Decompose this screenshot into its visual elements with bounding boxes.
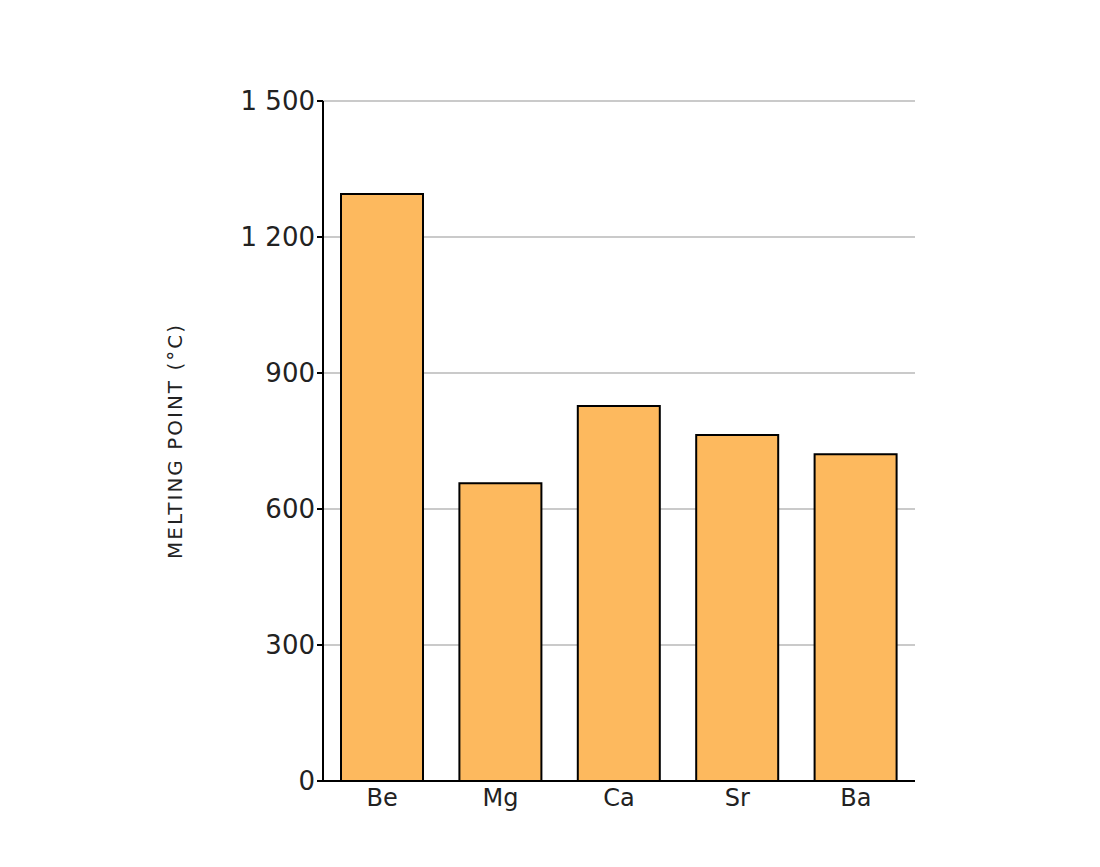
svg-text:Ba: Ba xyxy=(840,784,871,812)
svg-text:MELTING POINT (°C): MELTING POINT (°C) xyxy=(163,323,187,559)
svg-text:Mg: Mg xyxy=(483,784,519,812)
svg-text:Sr: Sr xyxy=(725,784,750,812)
svg-text:0: 0 xyxy=(298,766,315,796)
svg-text:900: 900 xyxy=(265,358,315,388)
svg-text:1 500: 1 500 xyxy=(241,86,315,116)
svg-text:600: 600 xyxy=(265,494,315,524)
svg-text:Be: Be xyxy=(367,784,398,812)
svg-text:Ca: Ca xyxy=(603,784,634,812)
svg-text:1 200: 1 200 xyxy=(241,222,315,252)
svg-text:300: 300 xyxy=(265,630,315,660)
